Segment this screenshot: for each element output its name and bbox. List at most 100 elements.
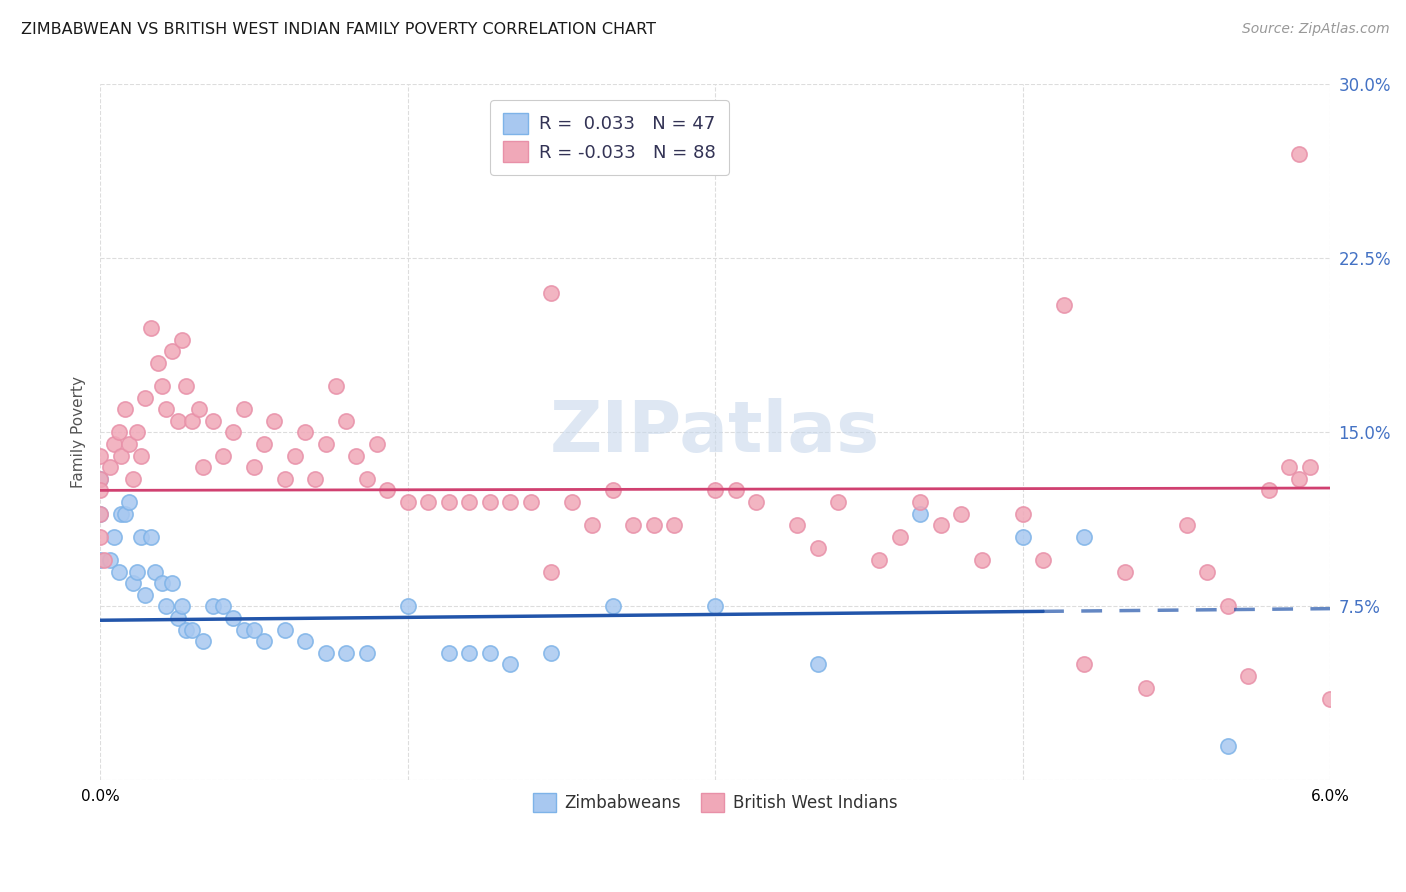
Point bbox=[89, 483, 111, 498]
Point bbox=[1011, 507, 1033, 521]
Point bbox=[806, 541, 828, 556]
Point bbox=[621, 518, 644, 533]
Point bbox=[129, 449, 152, 463]
Point bbox=[786, 518, 808, 533]
Point bbox=[222, 611, 245, 625]
Point bbox=[134, 588, 156, 602]
Point bbox=[201, 414, 224, 428]
Point bbox=[155, 402, 177, 417]
Point bbox=[1052, 298, 1074, 312]
Point bbox=[519, 495, 541, 509]
Point bbox=[191, 460, 214, 475]
Point bbox=[167, 611, 190, 625]
Point bbox=[118, 495, 141, 509]
Point bbox=[581, 518, 603, 533]
Point bbox=[174, 623, 197, 637]
Point bbox=[437, 495, 460, 509]
Legend: Zimbabweans, British West Indians: Zimbabweans, British West Indians bbox=[522, 781, 910, 824]
Point bbox=[294, 634, 316, 648]
Point bbox=[122, 576, 145, 591]
Point bbox=[243, 460, 266, 475]
Point bbox=[1288, 472, 1310, 486]
Point bbox=[134, 391, 156, 405]
Point bbox=[253, 437, 276, 451]
Point bbox=[806, 657, 828, 672]
Point bbox=[141, 321, 163, 335]
Point bbox=[114, 402, 136, 417]
Point bbox=[335, 414, 357, 428]
Point bbox=[191, 634, 214, 648]
Point bbox=[950, 507, 973, 521]
Point bbox=[396, 495, 419, 509]
Point bbox=[724, 483, 747, 498]
Point bbox=[1237, 669, 1260, 683]
Point bbox=[125, 565, 148, 579]
Point bbox=[356, 646, 378, 660]
Point bbox=[416, 495, 439, 509]
Point bbox=[1195, 565, 1218, 579]
Point bbox=[174, 379, 197, 393]
Point bbox=[243, 623, 266, 637]
Point bbox=[172, 599, 194, 614]
Point bbox=[1319, 692, 1341, 706]
Point bbox=[1032, 553, 1054, 567]
Point bbox=[662, 518, 685, 533]
Point bbox=[232, 402, 254, 417]
Point bbox=[499, 495, 522, 509]
Point bbox=[89, 472, 111, 486]
Point bbox=[315, 646, 337, 660]
Point bbox=[908, 495, 931, 509]
Point bbox=[970, 553, 993, 567]
Point bbox=[1298, 460, 1320, 475]
Point bbox=[110, 507, 132, 521]
Point bbox=[499, 657, 522, 672]
Point bbox=[167, 414, 190, 428]
Point bbox=[100, 553, 122, 567]
Point bbox=[1288, 147, 1310, 161]
Point bbox=[908, 507, 931, 521]
Point bbox=[602, 483, 624, 498]
Point bbox=[222, 425, 245, 440]
Point bbox=[125, 425, 148, 440]
Point bbox=[344, 449, 367, 463]
Point bbox=[827, 495, 849, 509]
Point bbox=[356, 472, 378, 486]
Point bbox=[118, 437, 141, 451]
Point bbox=[89, 507, 111, 521]
Point bbox=[253, 634, 276, 648]
Point bbox=[325, 379, 347, 393]
Point bbox=[704, 483, 727, 498]
Point bbox=[155, 599, 177, 614]
Point bbox=[889, 530, 911, 544]
Point bbox=[478, 646, 501, 660]
Text: ZIMBABWEAN VS BRITISH WEST INDIAN FAMILY POVERTY CORRELATION CHART: ZIMBABWEAN VS BRITISH WEST INDIAN FAMILY… bbox=[21, 22, 657, 37]
Point bbox=[1073, 657, 1095, 672]
Point bbox=[1278, 460, 1301, 475]
Point bbox=[396, 599, 419, 614]
Point bbox=[100, 460, 122, 475]
Point bbox=[1135, 681, 1157, 695]
Point bbox=[107, 565, 129, 579]
Point bbox=[201, 599, 224, 614]
Point bbox=[1216, 599, 1239, 614]
Point bbox=[704, 599, 727, 614]
Point bbox=[868, 553, 890, 567]
Point bbox=[366, 437, 388, 451]
Point bbox=[129, 530, 152, 544]
Point bbox=[93, 553, 115, 567]
Point bbox=[107, 425, 129, 440]
Point bbox=[929, 518, 952, 533]
Point bbox=[540, 565, 562, 579]
Point bbox=[89, 449, 111, 463]
Point bbox=[643, 518, 665, 533]
Point bbox=[172, 333, 194, 347]
Point bbox=[437, 646, 460, 660]
Point bbox=[561, 495, 583, 509]
Point bbox=[212, 449, 235, 463]
Point bbox=[150, 379, 173, 393]
Point bbox=[150, 576, 173, 591]
Point bbox=[89, 553, 111, 567]
Point bbox=[284, 449, 307, 463]
Point bbox=[263, 414, 285, 428]
Point bbox=[304, 472, 326, 486]
